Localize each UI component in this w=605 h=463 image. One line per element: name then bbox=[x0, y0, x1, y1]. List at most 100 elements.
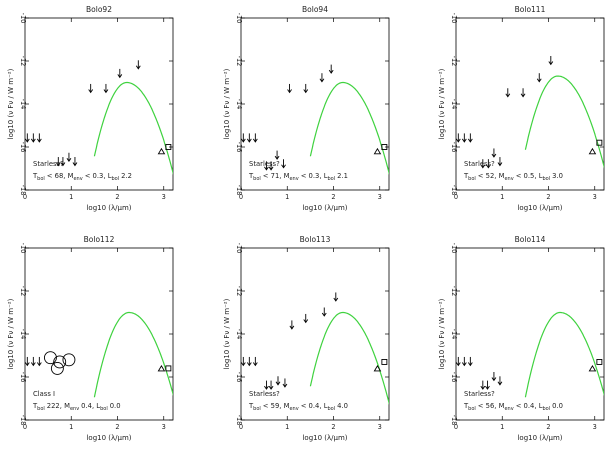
square-marker bbox=[165, 144, 172, 150]
upper-limit-arrow bbox=[240, 133, 246, 143]
upper-limit-arrow bbox=[36, 356, 42, 367]
arrow-head bbox=[55, 162, 61, 167]
source-class: Starless? bbox=[249, 160, 280, 168]
property-subscript: bol bbox=[327, 176, 335, 182]
arrow-head bbox=[60, 162, 66, 167]
property-subscript: env bbox=[504, 406, 513, 412]
property-text: T bbox=[32, 402, 38, 410]
arrow-head bbox=[461, 138, 467, 143]
upper-limit-arrow bbox=[246, 356, 252, 367]
property-text: < 0.4, L bbox=[301, 402, 328, 410]
y-tick-label: -18 bbox=[450, 185, 458, 196]
arrow-head bbox=[455, 138, 461, 143]
source-class: Starless? bbox=[464, 160, 495, 168]
arrow-head bbox=[264, 385, 269, 390]
y-axis-label: log10 (ν Fν / W m⁻²) bbox=[7, 68, 15, 139]
x-tick-label: 0 bbox=[454, 193, 458, 201]
arrow-head bbox=[240, 362, 246, 367]
upper-limit-arrow bbox=[60, 157, 66, 167]
y-tick-label: -10 bbox=[19, 13, 27, 24]
x-tick-label: 2 bbox=[331, 423, 335, 431]
arrow-head bbox=[467, 362, 473, 367]
arrow-head bbox=[548, 61, 554, 66]
y-tick-label: -12 bbox=[235, 286, 243, 297]
arrow-head bbox=[289, 325, 295, 330]
upper-limit-arrow bbox=[264, 380, 269, 390]
x-tick-label: 1 bbox=[285, 193, 289, 201]
upper-limit-arrow bbox=[480, 380, 486, 390]
arrow-head bbox=[303, 319, 309, 324]
triangle-marker bbox=[588, 365, 597, 372]
arrow-head bbox=[274, 155, 280, 160]
property-subscript: bol bbox=[111, 176, 119, 182]
y-tick-label: -14 bbox=[19, 329, 27, 340]
upper-limit-arrow bbox=[281, 159, 286, 169]
y-tick-label: -18 bbox=[19, 415, 27, 426]
property-text: T bbox=[248, 172, 254, 180]
upper-limit-arrow bbox=[461, 133, 467, 143]
arrow-head bbox=[486, 164, 491, 169]
y-tick-label: -16 bbox=[235, 142, 243, 153]
arrow-head bbox=[275, 381, 281, 386]
property-subscript: env bbox=[504, 176, 513, 182]
arrow-head bbox=[480, 385, 486, 390]
sed-panel: Bolo114 0 1 2 3 -10 -12 -14 -16 -18 log10 (λ/μm) lo… bbox=[438, 235, 605, 442]
arrow-head bbox=[328, 69, 334, 74]
x-axis-label: log10 (λ/μm) bbox=[517, 434, 562, 442]
property-text: T bbox=[463, 402, 469, 410]
property-text: < 52, M bbox=[478, 172, 505, 180]
arrow-head bbox=[268, 385, 274, 390]
property-subscript: bol bbox=[468, 176, 476, 182]
arrow-head bbox=[455, 362, 461, 367]
triangle-marker bbox=[157, 147, 166, 155]
fit-curve bbox=[93, 81, 173, 176]
arrow-head bbox=[333, 297, 339, 302]
sed-panel: Bolo112 0 1 2 3 -10 -12 -14 -16 -18 log10 (λ/μm) lo… bbox=[7, 235, 174, 442]
property-subscript: bol bbox=[37, 406, 45, 412]
upper-limit-arrow bbox=[486, 159, 491, 169]
arrow-head bbox=[497, 162, 503, 167]
property-text: < 59, M bbox=[263, 402, 290, 410]
arrow-head bbox=[303, 89, 309, 94]
y-tick-label: -16 bbox=[19, 142, 27, 153]
arrow-head bbox=[252, 362, 258, 367]
x-axis-label: log10 (λ/μm) bbox=[86, 204, 131, 212]
arrow-head bbox=[246, 138, 252, 143]
arrow-head bbox=[66, 158, 72, 163]
upper-limit-arrow bbox=[319, 73, 325, 83]
y-tick-label: -12 bbox=[19, 56, 27, 67]
y-tick-label: -16 bbox=[450, 372, 458, 383]
source-class: Class I bbox=[33, 390, 55, 398]
y-tick-label: -12 bbox=[235, 56, 243, 67]
x-tick-label: 2 bbox=[546, 423, 550, 431]
x-tick-label: 2 bbox=[331, 193, 335, 201]
y-tick-label: -18 bbox=[19, 185, 27, 196]
arrow-head bbox=[480, 164, 486, 169]
source-properties: Tbol < 59, Menv < 0.4, Lbol 4.0 bbox=[248, 402, 348, 412]
arrow-head bbox=[135, 65, 141, 70]
upper-limit-arrow bbox=[282, 378, 288, 388]
arrow-head bbox=[268, 166, 274, 171]
triangle-marker bbox=[373, 365, 382, 372]
y-tick-label: -10 bbox=[450, 13, 458, 24]
upper-limit-arrow bbox=[72, 157, 78, 167]
arrow-head bbox=[36, 362, 42, 367]
property-text: < 0.5, L bbox=[516, 172, 543, 180]
source-properties: Tbol < 52, Menv < 0.5, Lbol 3.0 bbox=[463, 172, 563, 182]
sed-panel: Bolo113 0 1 2 3 -10 -12 -14 -16 -18 log10 (λ/μm) lo… bbox=[223, 235, 390, 442]
property-subscript: bol bbox=[468, 406, 476, 412]
property-text: < 68, M bbox=[47, 172, 74, 180]
property-text: 3.0 bbox=[552, 172, 563, 180]
upper-limit-arrow bbox=[30, 356, 36, 367]
property-text: < 56, M bbox=[478, 402, 505, 410]
arrow-head bbox=[246, 362, 252, 367]
upper-limit-arrow bbox=[491, 372, 497, 382]
arrow-head bbox=[536, 78, 542, 83]
x-tick-label: 3 bbox=[593, 423, 597, 431]
upper-limit-arrow bbox=[24, 356, 30, 367]
y-axis-label: log10 (ν Fν / W m⁻²) bbox=[438, 68, 446, 139]
upper-limit-arrow bbox=[287, 83, 292, 94]
arrow-head bbox=[321, 312, 327, 317]
panel-title: Bolo92 bbox=[86, 5, 112, 14]
